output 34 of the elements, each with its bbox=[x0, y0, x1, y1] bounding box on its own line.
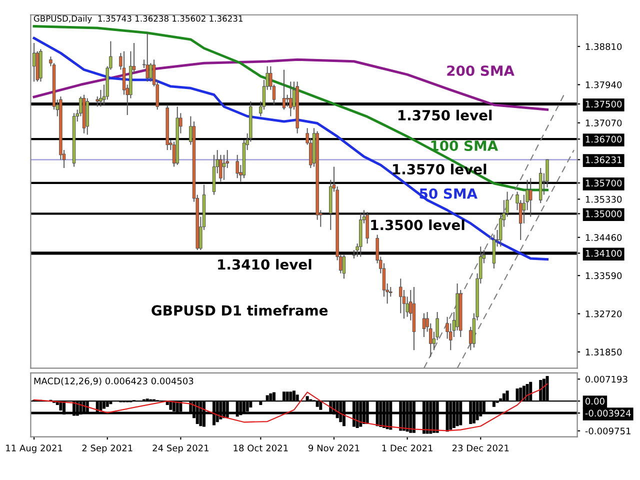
y-tick-label: 1.34460 bbox=[586, 234, 622, 241]
y-tick-label: 1.35700 bbox=[586, 180, 622, 187]
y-tick-label: 1.37940 bbox=[586, 81, 622, 88]
x-tick-label: 2 Sep 2021 bbox=[82, 444, 132, 454]
series-label: 50 SMA bbox=[420, 188, 478, 199]
ref-line-label: 1.3750 level bbox=[398, 110, 492, 120]
series-label: 100 SMA bbox=[431, 140, 498, 152]
x-tick-label: 11 Aug 2021 bbox=[6, 444, 62, 454]
y-tick-label: -0.003924 bbox=[585, 410, 631, 417]
y-tick-label: 1.37500 bbox=[586, 100, 622, 108]
x-tick-label: 18 Oct 2021 bbox=[234, 444, 288, 452]
y-tick-label: -0.009751 bbox=[585, 428, 630, 434]
x-tick-label: 23 Dec 2021 bbox=[452, 444, 509, 452]
y-tick-label: 1.32720 bbox=[586, 310, 622, 318]
y-tick-label: 0.007193 bbox=[586, 376, 628, 383]
y-tick-label: 1.37070 bbox=[586, 120, 622, 126]
annotation: GBPUSD D1 timeframe bbox=[152, 304, 328, 316]
y-tick-label: 1.36231 bbox=[586, 156, 622, 164]
y-tick-label: 1.33590 bbox=[586, 272, 622, 280]
ref-line-label: 1.3500 level bbox=[371, 219, 464, 230]
y-tick-label: 1.38810 bbox=[586, 43, 622, 50]
y-tick-label: 1.34100 bbox=[586, 250, 622, 257]
y-tick-label: 1.35330 bbox=[586, 196, 622, 203]
y-tick-label: 1.31850 bbox=[586, 348, 622, 356]
ref-line-label: 1.3410 level bbox=[218, 258, 312, 270]
series-label: 200 SMA bbox=[447, 65, 514, 76]
annotation: GBPUSD,Daily 1.35743 1.36238 1.35602 1.36231 bbox=[34, 15, 243, 24]
x-tick-label: 24 Sep 2021 bbox=[152, 444, 208, 454]
annotation: MACD(12,26,9) 0.006423 0.004503 bbox=[34, 377, 194, 386]
y-tick-label: 1.35000 bbox=[586, 210, 622, 218]
x-tick-label: 1 Dec 2021 bbox=[382, 444, 432, 452]
y-tick-label: 1.36700 bbox=[586, 136, 622, 143]
y-tick-label: 0.00 bbox=[586, 398, 604, 405]
x-tick-label: 9 Nov 2021 bbox=[308, 444, 360, 452]
